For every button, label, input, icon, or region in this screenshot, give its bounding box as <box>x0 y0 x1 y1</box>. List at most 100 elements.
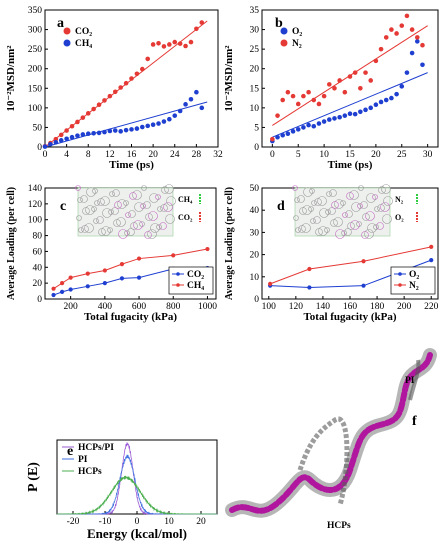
structure-ring <box>292 185 298 191</box>
y-tick-label: 25 <box>250 45 260 55</box>
structure-ring <box>76 215 82 221</box>
data-point <box>347 74 353 79</box>
structure-ring <box>344 228 352 236</box>
y-tick-label: 30 <box>250 26 260 36</box>
data-point <box>311 97 317 103</box>
data-point <box>295 127 301 132</box>
data-point <box>301 93 306 99</box>
data-point <box>167 42 172 47</box>
series-1 <box>270 13 428 142</box>
legend-marker <box>63 27 71 35</box>
data-point <box>321 119 327 124</box>
structure-ring <box>130 222 138 230</box>
y-tick-label: 350 <box>28 6 43 16</box>
structure-ring <box>97 198 105 206</box>
series-curve <box>57 442 217 515</box>
data-point <box>129 76 134 81</box>
data-point <box>394 91 399 97</box>
data-point <box>60 281 65 286</box>
data-point <box>363 70 368 75</box>
y-tick-label: 35 <box>250 6 260 16</box>
panel-d: 100 120 140 160 180 200 220 0 10 20 30 40 50 Total fu… <box>224 184 439 323</box>
data-point <box>136 256 142 261</box>
y-tick-label: 20 <box>33 279 43 289</box>
data-point <box>51 292 56 298</box>
structure-ring <box>100 196 110 206</box>
x-tick-label: 220 <box>424 302 439 312</box>
data-point <box>205 246 210 252</box>
series-0 <box>270 39 428 144</box>
data-point <box>107 128 113 134</box>
data-point <box>112 89 118 95</box>
structure-ring <box>331 201 339 209</box>
data-point <box>337 78 342 83</box>
data-point <box>85 131 91 136</box>
structure-image <box>294 187 391 237</box>
y-tick-label: 120 <box>28 200 43 210</box>
y-tick-label: 200 <box>28 65 43 75</box>
panel-label-d: d <box>277 199 285 214</box>
structure-ring <box>145 213 153 221</box>
structure-ring <box>113 219 121 227</box>
y-tick-label: 20 <box>250 251 260 261</box>
data-point <box>389 27 394 32</box>
data-point <box>378 99 384 105</box>
structure-ring <box>319 208 329 218</box>
structure-ring <box>365 211 375 221</box>
structure-ring <box>165 214 175 224</box>
x-tick-label: 32 <box>213 150 223 160</box>
x-tick-label: 4 <box>64 150 69 160</box>
structure-ring <box>335 229 345 239</box>
data-point <box>177 108 183 114</box>
panel-label-a: a <box>57 16 64 31</box>
data-point <box>358 109 363 115</box>
structure-ring <box>157 206 163 212</box>
data-point <box>134 71 140 77</box>
y-tick-label: 300 <box>28 26 43 36</box>
structure-ring <box>80 195 88 203</box>
data-point <box>389 95 394 101</box>
structure-ring <box>141 185 147 191</box>
structure-ring <box>82 207 90 215</box>
data-point <box>399 23 405 28</box>
data-point <box>145 123 151 129</box>
data-point <box>290 93 296 99</box>
x-tick-label: 15 <box>345 150 355 160</box>
data-point <box>280 97 286 103</box>
x-tick-label: 10 <box>319 150 329 160</box>
structure-ring <box>128 210 136 218</box>
data-point <box>373 102 379 108</box>
data-point <box>429 244 434 249</box>
structure-ring <box>163 202 173 212</box>
legend-label: O₂ <box>292 27 302 37</box>
series-0 <box>42 20 208 149</box>
panel-f: f PI HCPs <box>225 348 437 531</box>
data-point <box>383 97 389 103</box>
data-point <box>414 35 420 40</box>
data-point <box>183 102 188 107</box>
y-tick-label: 50 <box>33 123 43 133</box>
data-point <box>414 39 420 44</box>
y-tick-label: 40 <box>33 263 43 273</box>
structure-ring <box>143 201 151 209</box>
y-tick-label: 80 <box>33 232 43 242</box>
structure-ring <box>93 218 99 224</box>
structure-ring <box>351 202 361 212</box>
legend-label: PI <box>78 455 88 465</box>
structure-ring <box>303 187 313 197</box>
data-point <box>199 105 205 111</box>
data-point <box>358 85 363 91</box>
structure-ring <box>86 187 96 197</box>
data-point <box>167 116 172 122</box>
structure-ring <box>378 186 386 194</box>
x-tick-label: 180 <box>370 302 385 312</box>
legend-marker <box>280 27 288 35</box>
data-point <box>399 84 405 89</box>
y-tick-label: 100 <box>28 104 43 114</box>
data-point <box>91 106 96 112</box>
structure-ring <box>96 216 104 224</box>
structure-ring <box>330 219 338 227</box>
legend-label: N₂ <box>292 39 302 49</box>
series-1 <box>268 244 434 287</box>
